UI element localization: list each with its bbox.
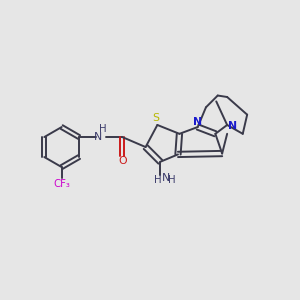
Text: N: N xyxy=(228,121,237,130)
Text: S: S xyxy=(152,113,159,124)
Text: H: H xyxy=(168,175,175,185)
Text: N: N xyxy=(161,173,170,183)
Text: H: H xyxy=(99,124,106,134)
Text: H: H xyxy=(154,175,162,185)
Text: N: N xyxy=(93,132,102,142)
Text: N: N xyxy=(193,117,202,127)
Text: O: O xyxy=(118,157,127,166)
Text: CF₃: CF₃ xyxy=(53,179,70,189)
